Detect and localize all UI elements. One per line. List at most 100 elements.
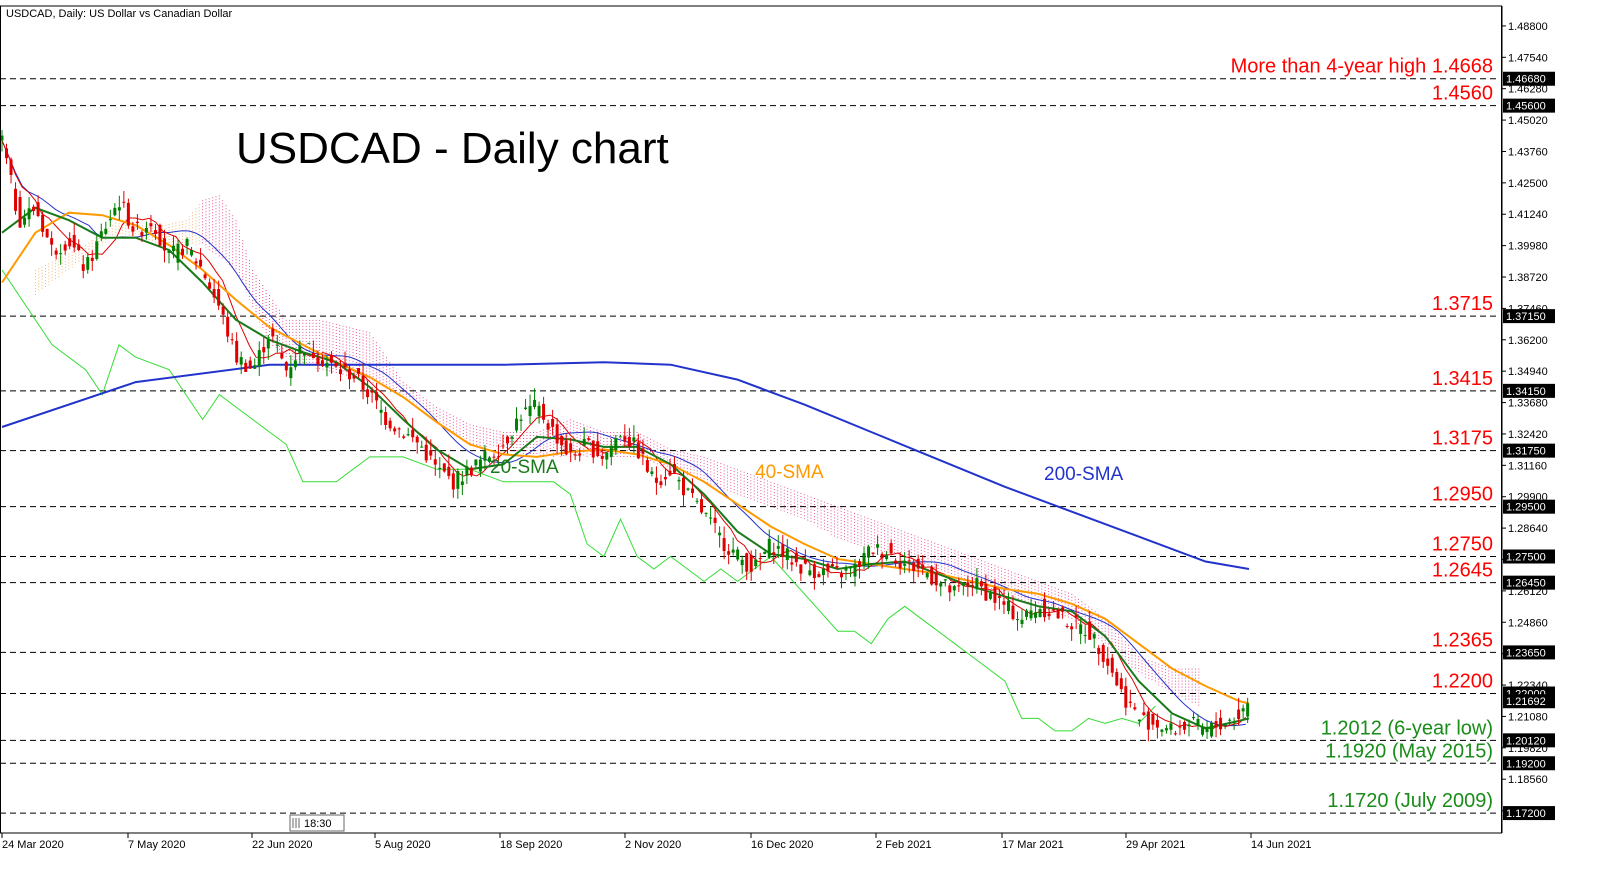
- candle-body: [239, 357, 243, 365]
- candle-body: [930, 566, 934, 585]
- candle-body: [564, 440, 568, 455]
- candle-body: [307, 342, 311, 344]
- candle-body: [713, 517, 717, 524]
- candle-body: [830, 564, 834, 567]
- candle-body: [844, 567, 848, 571]
- candle-body: [876, 544, 880, 548]
- candle-body: [528, 406, 532, 417]
- x-tick-label: 17 Mar 2021: [1002, 839, 1064, 851]
- candlesticks: [0, 130, 1250, 742]
- x-tick-label: 18 Sep 2020: [500, 839, 562, 851]
- candle-body: [668, 470, 672, 476]
- candle-body: [158, 224, 162, 246]
- candle-body: [627, 436, 631, 447]
- candle-body: [727, 551, 731, 555]
- candle-body: [1034, 612, 1038, 618]
- candle-body: [149, 223, 153, 227]
- level-tag: [1503, 575, 1555, 590]
- candle-body: [569, 443, 573, 452]
- candle-body: [483, 451, 487, 461]
- candle-body: [429, 450, 433, 456]
- candle-body: [271, 328, 275, 337]
- candle-body: [533, 399, 537, 408]
- candle-body: [1038, 609, 1042, 618]
- candle-body: [14, 188, 18, 211]
- ichimoku-cloud: [34, 195, 1200, 706]
- candle-body: [36, 202, 40, 216]
- candle-body: [447, 466, 451, 477]
- candle-body: [32, 206, 36, 211]
- candle-body: [961, 583, 965, 586]
- candle-body: [1205, 727, 1209, 733]
- candle-body: [1124, 686, 1128, 708]
- level-tag-text: 1.37150: [1506, 311, 1546, 323]
- candle-body: [1025, 610, 1029, 617]
- candle-body: [1146, 711, 1150, 730]
- candle-body: [343, 362, 347, 368]
- candle-body: [853, 563, 857, 577]
- candle-body: [578, 453, 582, 456]
- candle-body: [244, 362, 248, 373]
- candle-body: [1020, 619, 1024, 624]
- candle-body: [442, 463, 446, 472]
- candle-body: [600, 456, 604, 459]
- x-tick-label: 16 Dec 2020: [751, 839, 813, 851]
- y-tick-label: 1.34940: [1508, 366, 1548, 378]
- candle-body: [1142, 712, 1146, 715]
- candle-body: [208, 282, 212, 289]
- candle-body: [375, 392, 379, 401]
- candle-body: [736, 549, 740, 560]
- candle-body: [68, 238, 72, 247]
- candle-body: [650, 471, 654, 474]
- candle-body: [1137, 719, 1141, 722]
- level-label: 1.2200: [1432, 671, 1493, 693]
- level-tag-text: 1.34150: [1506, 386, 1546, 398]
- y-tick-label: 1.39980: [1508, 241, 1548, 253]
- candle-body: [794, 552, 798, 563]
- candle-body: [885, 555, 889, 560]
- candle-body: [858, 561, 862, 567]
- candle-body: [808, 570, 812, 576]
- candle-body: [501, 445, 505, 447]
- candle-body: [758, 558, 762, 560]
- candle-body: [754, 559, 758, 567]
- x-tick-label: 22 Jun 2020: [252, 839, 313, 851]
- candle-body: [862, 553, 866, 565]
- candle-body: [411, 429, 415, 438]
- candle-body: [812, 564, 816, 579]
- candle-body: [519, 419, 523, 421]
- candle-body: [663, 476, 667, 480]
- candle-body: [203, 274, 207, 279]
- level-tag-text: 1.19200: [1506, 758, 1546, 770]
- candle-body: [1079, 624, 1083, 634]
- candle-body: [835, 566, 839, 568]
- horizontal-levels: [0, 78, 1500, 814]
- y-tick-label: 1.36200: [1508, 335, 1548, 347]
- candle-body: [1232, 722, 1236, 724]
- candle-body: [176, 243, 180, 263]
- candle-body: [420, 446, 424, 448]
- candle-body: [0, 135, 4, 141]
- candle-body: [262, 346, 266, 353]
- sma40-label: 40-SMA: [755, 462, 824, 483]
- candle-body: [641, 448, 645, 454]
- grip-icon: [292, 818, 300, 828]
- level-tag: [1503, 443, 1555, 458]
- candle-body: [632, 437, 636, 442]
- time-box[interactable]: 18:30: [289, 814, 345, 832]
- candle-body: [131, 226, 135, 232]
- candle-body: [50, 238, 54, 245]
- level-tag-text: 1.31750: [1506, 446, 1546, 458]
- candle-body: [636, 442, 640, 459]
- x-tick-label: 7 May 2020: [128, 839, 185, 851]
- candle-body: [515, 418, 519, 431]
- y-tick-label: 1.45020: [1508, 115, 1548, 127]
- candle-body: [1219, 717, 1223, 730]
- candle-body: [465, 466, 469, 476]
- candle-body: [1083, 635, 1087, 637]
- y-tick-label: 1.48800: [1508, 21, 1548, 33]
- candle-body: [1173, 733, 1177, 735]
- candle-body: [740, 559, 744, 566]
- candle-body: [393, 428, 397, 432]
